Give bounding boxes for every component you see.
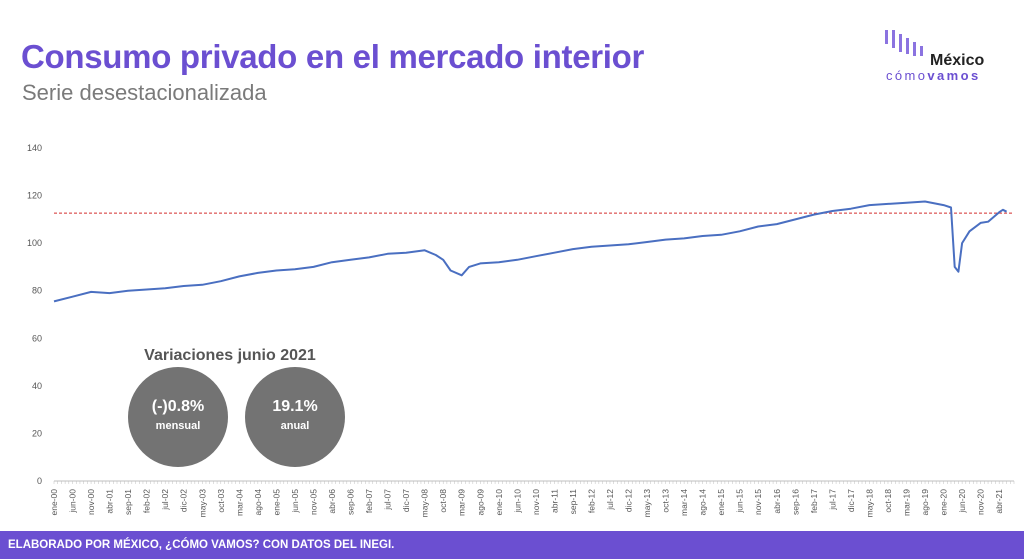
- series-consumo: [53, 200, 1008, 303]
- page-title: Consumo privado en el mercado interior: [21, 38, 645, 75]
- x-tick-label: jun-20: [957, 489, 967, 514]
- x-tick-label: sep-16: [790, 489, 800, 515]
- x-tick-label: feb-17: [809, 489, 819, 513]
- logo-tagline: cómovamos: [886, 68, 981, 83]
- x-tick-label: ene-20: [939, 489, 949, 516]
- x-tick-label: jul-17: [827, 489, 837, 511]
- x-tick-label: ago-04: [253, 489, 263, 516]
- x-tick-label: sep-01: [123, 489, 133, 515]
- x-tick-label: dic-17: [846, 489, 856, 512]
- monthly-variation-badge: (-)0.8% mensual: [128, 367, 228, 467]
- variations-title: Variaciones junio 2021: [144, 347, 316, 364]
- y-tick-label: 80: [32, 286, 42, 296]
- x-axis: ene-00 jun-00 nov-00 abr-01 sep-01 feb-02 jul-…: [49, 480, 1015, 518]
- x-tick-label: feb-07: [364, 489, 374, 513]
- x-tick-label: abr-16: [772, 489, 782, 514]
- x-tick-label: mar-04: [234, 489, 244, 516]
- x-tick-label: jun-05: [290, 489, 300, 514]
- x-tick-label: jul-02: [160, 489, 170, 511]
- x-tick-label: nov-15: [753, 489, 763, 515]
- x-tick-label: ago-19: [920, 489, 930, 516]
- y-tick-label: 140: [27, 143, 42, 153]
- annual-variation-value: 19.1%: [272, 398, 318, 415]
- x-tick-label: nov-10: [531, 489, 541, 515]
- x-tick-label: jun-15: [735, 489, 745, 514]
- monthly-variation-value: (-)0.8%: [151, 398, 205, 415]
- x-tick-label: sep-06: [346, 489, 356, 515]
- bar-pattern-logo-icon: [885, 30, 923, 56]
- x-tick-label: may-13: [642, 489, 652, 518]
- x-tick-label: dic-07: [401, 489, 411, 512]
- x-tick-label: jul-07: [383, 489, 393, 511]
- x-tick-label: mar-14: [679, 489, 689, 516]
- x-tick-label: ago-09: [475, 489, 485, 516]
- x-tick-label: may-03: [197, 489, 207, 518]
- x-tick-label: dic-12: [624, 489, 634, 512]
- x-tick-label: oct-08: [438, 489, 448, 513]
- x-tick-label: ene-15: [716, 489, 726, 516]
- y-tick-label: 60: [32, 333, 42, 343]
- logo-tagline-bold: vamos: [927, 68, 981, 83]
- x-tick-label: nov-05: [308, 489, 318, 515]
- monthly-variation-label: mensual: [155, 420, 201, 432]
- x-tick-label: feb-12: [586, 489, 596, 513]
- x-tick-label: jun-00: [68, 489, 78, 514]
- annual-variation-label: anual: [280, 420, 310, 432]
- logo-tagline-light: cómo: [886, 68, 928, 83]
- logo-wordmark: México: [930, 52, 985, 69]
- x-tick-label: may-08: [420, 489, 430, 518]
- x-tick-label: abr-11: [549, 489, 559, 513]
- x-tick-label: feb-02: [142, 489, 152, 513]
- x-tick-label: abr-21: [994, 489, 1004, 514]
- x-tick-label: oct-03: [216, 489, 226, 513]
- y-tick-label: 20: [32, 428, 42, 438]
- x-tick-label: dic-02: [179, 489, 189, 512]
- y-tick-label: 120: [27, 191, 42, 201]
- x-tick-label: abr-01: [105, 489, 115, 514]
- x-tick-label: nov-20: [976, 489, 986, 515]
- x-tick-label: may-18: [864, 489, 874, 518]
- x-tick-label: ene-05: [271, 489, 281, 516]
- x-tick-label: mar-19: [902, 489, 912, 516]
- series-line: [53, 200, 1008, 303]
- y-tick-label: 100: [27, 238, 42, 248]
- x-tick-label: sep-11: [568, 489, 578, 515]
- x-tick-label: mar-09: [457, 489, 467, 516]
- consumption-line-chart: 0 20 40 60 80 100 120 140 ene-00 jun-00 nov-00 abr…: [27, 143, 1015, 518]
- brand-logo: México cómovamos: [884, 28, 1014, 84]
- annual-variation-badge: 19.1% anual: [245, 367, 345, 467]
- x-tick-label: oct-18: [883, 489, 893, 513]
- x-tick-label: jul-12: [605, 489, 615, 511]
- x-tick-label: ene-10: [494, 489, 504, 516]
- x-tick-label: nov-00: [86, 489, 96, 515]
- y-tick-label: 40: [32, 381, 42, 391]
- x-tick-label: ago-14: [698, 489, 708, 516]
- footer-credit: ELABORADO POR MÉXICO, ¿CÓMO VAMOS? CON D…: [8, 539, 395, 551]
- x-tick-label: jun-10: [512, 489, 522, 514]
- x-tick-label: oct-13: [661, 489, 671, 513]
- y-tick-label: 0: [37, 476, 42, 486]
- page-subtitle: Serie desestacionalizada: [22, 80, 267, 105]
- x-tick-label: abr-06: [327, 489, 337, 514]
- x-tick-label: ene-00: [49, 489, 59, 516]
- footer-bar: ELABORADO POR MÉXICO, ¿CÓMO VAMOS? CON D…: [0, 531, 1024, 559]
- y-axis: 0 20 40 60 80 100 120 140: [27, 143, 42, 486]
